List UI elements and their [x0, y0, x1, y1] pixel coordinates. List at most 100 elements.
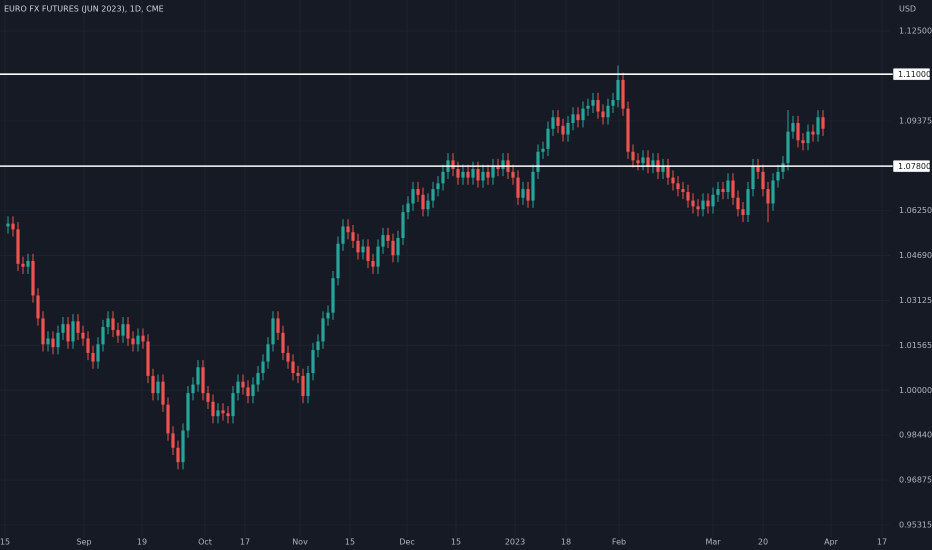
candle-body: [526, 189, 530, 201]
candle-body: [361, 246, 365, 253]
candle-body: [61, 324, 65, 333]
candle-body: [6, 223, 10, 227]
candle-body: [161, 381, 165, 405]
candle-body: [476, 168, 480, 181]
candle-body: [231, 393, 235, 417]
candle-body: [81, 332, 85, 339]
candle-body: [171, 433, 175, 448]
candle-body: [451, 160, 455, 169]
x-tick-label: 20: [758, 538, 768, 547]
candle-body: [541, 148, 545, 152]
candle-body: [36, 295, 40, 319]
chart-title: EURO FX FUTURES (JUN 2023), 1D, CME: [4, 5, 164, 14]
candle-body: [31, 260, 35, 296]
x-tick-label: Dec: [399, 538, 414, 547]
candle-body: [531, 171, 535, 201]
candle-body: [316, 341, 320, 351]
candle-body: [636, 160, 640, 164]
candle-body: [671, 177, 675, 184]
candle-body: [801, 140, 805, 144]
y-tick-label: 1.00000: [899, 386, 932, 395]
candle-body: [461, 171, 465, 178]
candle-body: [596, 100, 600, 112]
candle-body: [116, 329, 120, 336]
y-tick-label: 0.95315: [899, 520, 932, 529]
candle-body: [806, 131, 810, 144]
candle-body: [811, 131, 815, 135]
candle-body: [741, 209, 745, 215]
candle-body: [536, 151, 540, 172]
candle-body: [76, 321, 80, 333]
candle-body: [246, 387, 250, 397]
level-label: 1.07800: [898, 162, 931, 171]
x-tick-label: 17: [240, 538, 250, 547]
candle-body: [776, 171, 780, 181]
candle-body: [146, 341, 150, 376]
level-label: 1.11000: [898, 70, 931, 79]
x-tick-label: 15: [451, 538, 461, 547]
candle-body: [126, 324, 130, 339]
x-tick-label: 15: [0, 538, 10, 547]
candle-body: [356, 240, 360, 253]
candle-body: [106, 318, 110, 328]
candle-body: [186, 393, 190, 431]
candle-body: [466, 171, 470, 178]
candle-body: [436, 183, 440, 190]
candle-body: [486, 171, 490, 178]
candle-body: [11, 223, 15, 230]
candle-body: [206, 393, 210, 402]
candle-body: [211, 401, 215, 417]
candle-body: [26, 260, 30, 267]
y-tick-label: 1.12500: [899, 27, 932, 36]
candle-body: [726, 180, 730, 192]
candle-body: [101, 327, 105, 345]
y-tick-label: 1.03125: [899, 296, 932, 305]
candle-body: [381, 235, 385, 247]
candle-body: [271, 318, 275, 345]
y-tick-label: 1.01565: [899, 341, 932, 350]
currency: USD: [899, 5, 916, 14]
candle-body: [646, 157, 650, 167]
candle-body: [766, 189, 770, 204]
x-tick-label: Mar: [705, 538, 721, 547]
candle-body: [226, 413, 230, 417]
candle-body: [266, 344, 270, 362]
candle-body: [326, 312, 330, 319]
y-tick-label: 0.96875: [899, 476, 932, 485]
candle-body: [501, 160, 505, 169]
candle-body: [691, 200, 695, 207]
axes: 1.12500 1.09375 1.06250 1.04690 1.03125 1.015…: [0, 27, 932, 547]
candle-body: [416, 189, 420, 195]
candle-body: [736, 197, 740, 210]
candle-body: [661, 166, 665, 172]
candle-body: [751, 166, 755, 190]
y-tick-label: 0.98440: [899, 431, 932, 440]
candle-body: [366, 246, 370, 261]
candle-body: [151, 375, 155, 394]
candle-body: [491, 166, 495, 178]
candle-body: [351, 232, 355, 241]
candle-body: [606, 105, 610, 118]
candle-body: [601, 111, 605, 118]
candle-body: [786, 131, 790, 164]
candle-body: [511, 171, 515, 178]
candle-body: [276, 318, 280, 333]
candle-body: [156, 381, 160, 394]
candle-body: [311, 350, 315, 374]
candle-body: [241, 381, 245, 388]
candle-body: [686, 191, 690, 201]
candle-body: [641, 157, 645, 164]
candle-body: [166, 404, 170, 434]
candle-body: [296, 373, 300, 376]
candle-body: [376, 246, 380, 267]
candle-body: [141, 335, 145, 342]
candle-body: [111, 318, 115, 330]
candle-body: [591, 100, 595, 106]
candle-body: [131, 338, 135, 345]
candle-body: [71, 321, 75, 342]
candle-body: [456, 168, 460, 178]
candle-body: [56, 332, 60, 348]
candle-body: [711, 194, 715, 207]
candle-body: [796, 123, 800, 141]
